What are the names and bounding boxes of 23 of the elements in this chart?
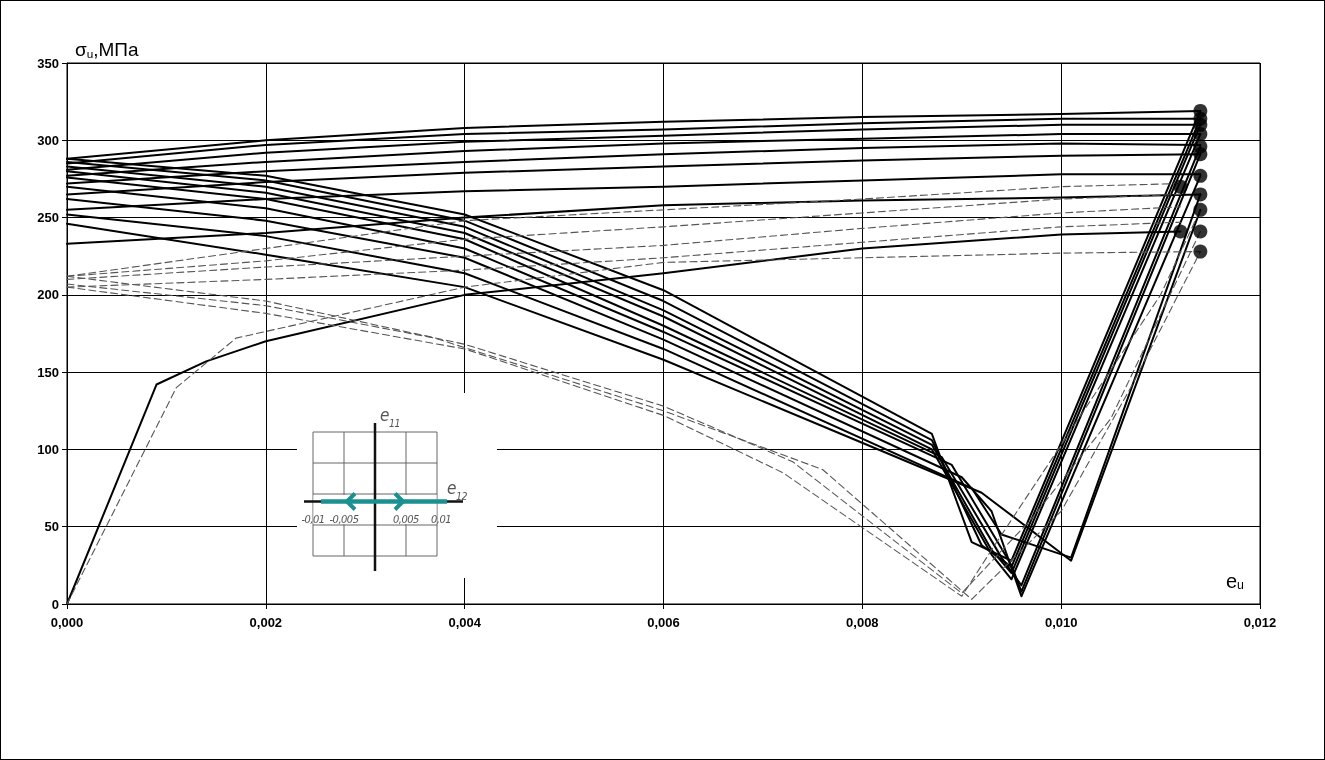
y-axis-title: σu,МПа	[75, 39, 140, 60]
x-tick-label: 0,000	[50, 615, 84, 630]
y-tick-label: 50	[44, 519, 59, 535]
annotation: -0,005	[329, 512, 359, 526]
x-axis-title: eu	[1225, 570, 1245, 592]
x-tick-label: 0,010	[1044, 615, 1078, 630]
annotation: 0,01	[430, 512, 452, 526]
x-tick-label: 0,004	[448, 615, 482, 630]
y-tick-label: 200	[37, 287, 59, 303]
y-tick-label: 100	[37, 441, 59, 457]
x-tick-label: 0,006	[647, 615, 680, 630]
annotation: e$_{12}$	[447, 477, 468, 502]
annotation: -0,01	[301, 512, 325, 526]
y-tick-label: 250	[37, 210, 59, 226]
x-tick-label: 0,012	[1243, 615, 1277, 630]
x-tick-label: 0,002	[249, 615, 283, 630]
y-tick-label: 300	[37, 132, 59, 148]
x-tick-label: 0,008	[846, 615, 879, 630]
y-tick-label: 150	[37, 364, 59, 380]
annotation: 0,005	[393, 512, 420, 526]
annotation: e$_{11}$	[380, 405, 400, 429]
y-tick-label: 0	[51, 596, 59, 612]
y-tick-label: 350	[37, 55, 59, 71]
